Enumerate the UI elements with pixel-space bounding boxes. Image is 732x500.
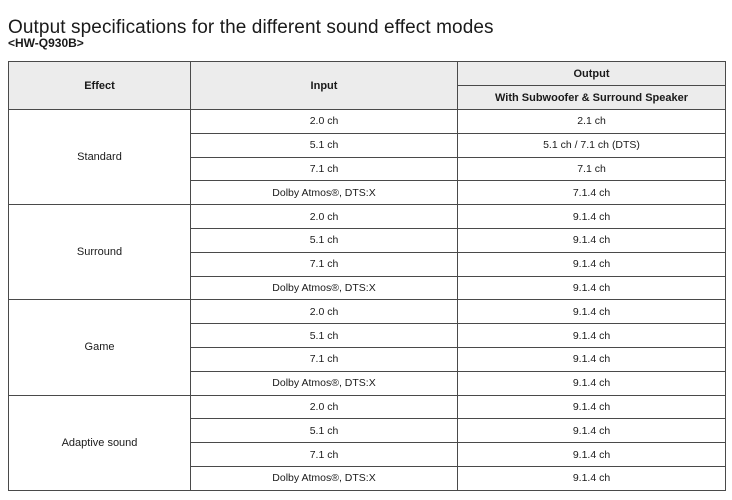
input-cell: 5.1 ch (190, 227, 458, 253)
input-cell: 2.0 ch (190, 109, 458, 134)
table-body: Standard 2.0 ch 2.1 ch 5.1 ch 5.1 ch / 7.1 c… (8, 108, 726, 491)
table-row: Adaptive sound 2.0 ch 9.1.4 ch (8, 394, 726, 491)
table-row: Dolby Atmos®, DTS:X 9.1.4 ch (9, 465, 726, 491)
input-cell: 7.1 ch (190, 442, 458, 467)
table-row: Standard 2.0 ch 2.1 ch (8, 108, 726, 206)
input-cell: Dolby Atmos®, DTS:X (190, 370, 458, 396)
input-cell: 7.1 ch (190, 156, 458, 182)
table-header: Effect Input Output With Subwoofer & Sur… (8, 61, 726, 110)
effect-cell: Adaptive sound (8, 394, 191, 491)
effect-cell: Surround (8, 204, 191, 301)
input-cell: 2.0 ch (190, 299, 458, 325)
output-cell: 9.1.4 ch (457, 442, 726, 467)
input-cell: 7.1 ch (190, 346, 458, 372)
table-row: 5.1 ch 9.1.4 ch (9, 418, 726, 444)
input-cell: 2.0 ch (190, 394, 458, 420)
output-cell: 9.1.4 ch (457, 299, 726, 325)
table-row: Surround 2.0 ch 9.1.4 ch (8, 204, 726, 301)
table-row: Dolby Atmos®, DTS:X 7.1.4 ch (9, 180, 726, 206)
output-cell: 9.1.4 ch (457, 227, 726, 253)
header-effect: Effect (8, 61, 191, 110)
output-cell: 5.1 ch / 7.1 ch (DTS) (457, 132, 726, 158)
output-cell: 9.1.4 ch (457, 465, 726, 491)
header-input: Input (190, 61, 458, 110)
input-cell: 2.0 ch (190, 204, 458, 229)
effect-cell: Standard (8, 108, 191, 206)
output-cell: 2.1 ch (457, 109, 726, 134)
page-title: Output specifications for the different … (8, 16, 494, 38)
output-cell: 9.1.4 ch (457, 346, 726, 372)
output-cell: 7.1 ch (457, 156, 726, 182)
output-cell: 9.1.4 ch (457, 323, 726, 348)
table-row: 5.1 ch 5.1 ch / 7.1 ch (DTS) (9, 132, 726, 158)
input-cell: 5.1 ch (190, 132, 458, 158)
table-row: 7.1 ch 7.1 ch (9, 156, 726, 182)
output-cell: 9.1.4 ch (457, 370, 726, 396)
model-name: <HW-Q930B> (8, 36, 84, 50)
table-row: 7.1 ch 9.1.4 ch (9, 346, 726, 372)
input-cell: Dolby Atmos®, DTS:X (190, 180, 458, 206)
table-row: Dolby Atmos®, DTS:X 9.1.4 ch (9, 275, 726, 301)
header-output-sub: With Subwoofer & Surround Speaker (457, 85, 726, 110)
input-cell: 5.1 ch (190, 323, 458, 348)
header-output: Output (457, 61, 726, 86)
output-cell: 9.1.4 ch (457, 204, 726, 229)
output-cell: 9.1.4 ch (457, 394, 726, 420)
table-row: Game 2.0 ch 9.1.4 ch (8, 299, 726, 396)
input-cell: Dolby Atmos®, DTS:X (190, 275, 458, 301)
input-cell: Dolby Atmos®, DTS:X (190, 465, 458, 491)
table-row: 5.1 ch 9.1.4 ch (9, 227, 726, 253)
output-cell: 9.1.4 ch (457, 251, 726, 277)
output-cell: 9.1.4 ch (457, 275, 726, 301)
input-cell: 5.1 ch (190, 418, 458, 444)
input-cell: 7.1 ch (190, 251, 458, 277)
spec-table: Effect Input Output With Subwoofer & Sur… (8, 61, 726, 491)
effect-cell: Game (8, 299, 191, 396)
output-cell: 9.1.4 ch (457, 418, 726, 444)
output-cell: 7.1.4 ch (457, 180, 726, 206)
